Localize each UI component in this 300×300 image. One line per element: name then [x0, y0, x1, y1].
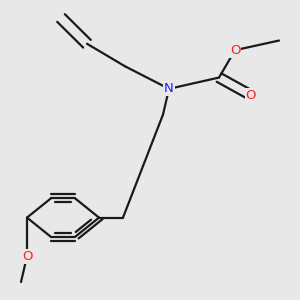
Text: O: O: [230, 44, 240, 57]
Text: N: N: [164, 82, 174, 95]
Text: O: O: [246, 89, 256, 102]
Text: O: O: [22, 250, 32, 263]
